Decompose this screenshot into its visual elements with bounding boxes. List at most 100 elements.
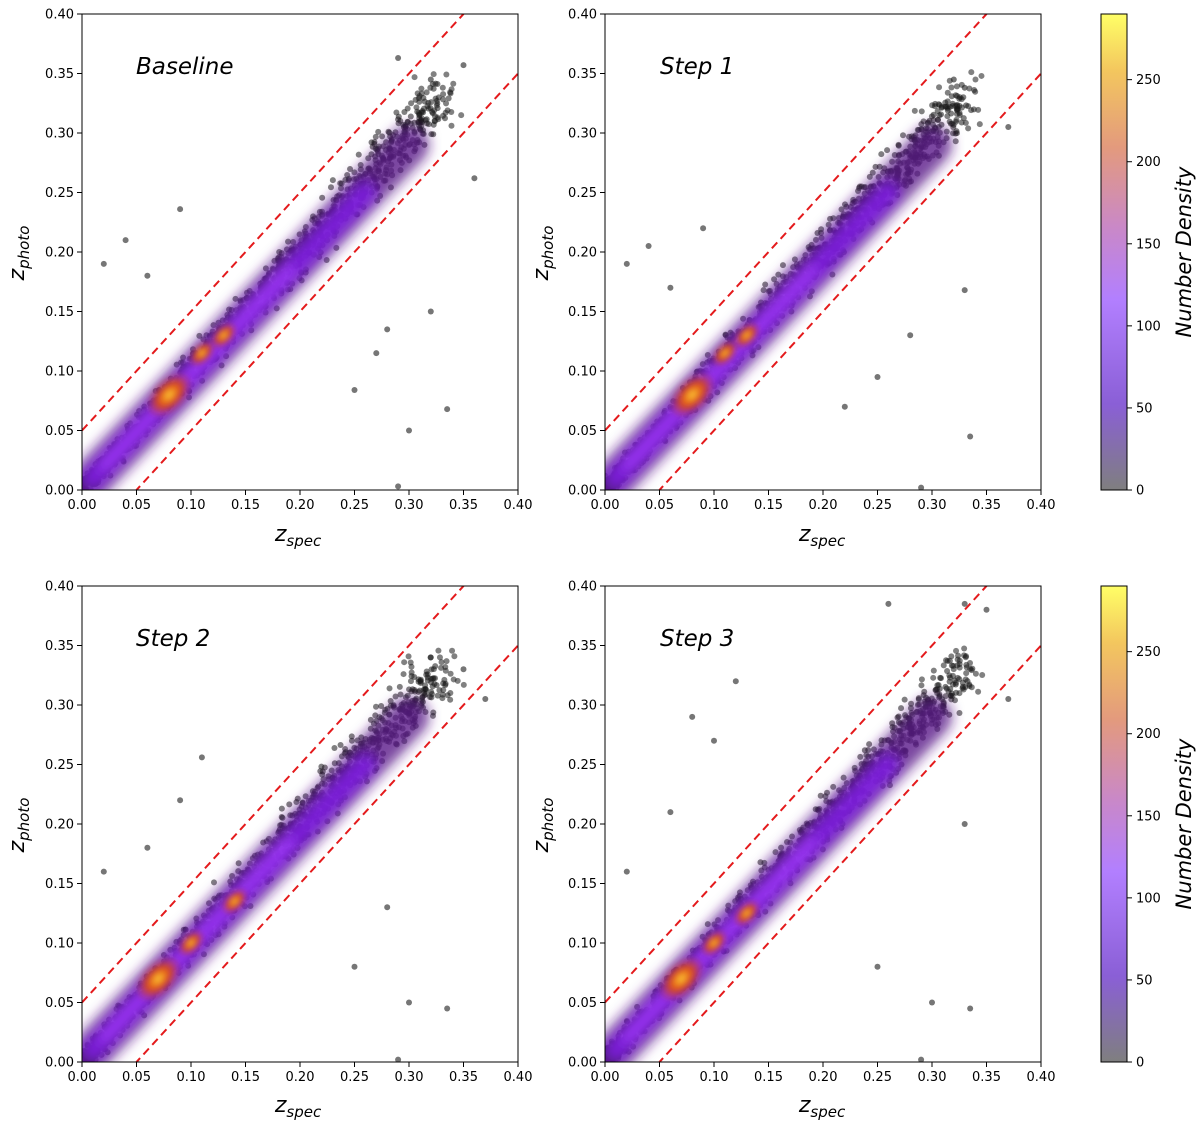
- scatter-point: [76, 1056, 82, 1062]
- scatter-point: [384, 326, 391, 333]
- scatter-point: [972, 670, 979, 677]
- y-axis-label: zphoto: [5, 226, 33, 282]
- scatter-point: [961, 645, 968, 652]
- scatter-point: [440, 687, 447, 694]
- scatter-point: [430, 131, 437, 138]
- y-tick-label: 0.00: [45, 1056, 74, 1071]
- y-tick-label: 0.40: [568, 580, 597, 595]
- scatter-point: [952, 118, 959, 125]
- scatter-point: [889, 720, 896, 727]
- scatter-point: [397, 691, 404, 698]
- outlier-points: [100, 654, 489, 1062]
- scatter-point: [439, 84, 446, 91]
- scatter-point: [918, 676, 925, 683]
- scatter-point: [144, 272, 151, 279]
- density-peaks: [135, 888, 248, 1002]
- x-tick-label: 0.10: [700, 1070, 729, 1085]
- scatter-point: [430, 709, 437, 716]
- scatter-point: [953, 647, 960, 654]
- scatter-point: [395, 120, 402, 127]
- scatter-point: [408, 100, 415, 107]
- scatter-point: [443, 71, 450, 78]
- band-line-upper: [82, 586, 465, 1004]
- scatter-point: [901, 696, 908, 703]
- scatter-point: [968, 667, 975, 674]
- y-tick-label: 0.20: [568, 818, 597, 833]
- y-tick-label: 0.00: [568, 1056, 597, 1071]
- scatter-point: [918, 121, 925, 128]
- scatter-point: [405, 653, 412, 660]
- scatter-point: [144, 844, 151, 851]
- scatter-point: [444, 1005, 451, 1012]
- scatter-point: [407, 113, 414, 120]
- scatter-point: [866, 173, 873, 180]
- scatter-point: [944, 667, 951, 674]
- scatter-point: [386, 685, 393, 692]
- scatter-point: [906, 133, 913, 140]
- scatter-point: [279, 814, 286, 821]
- scatter-point: [406, 999, 412, 1006]
- y-tick-label: 0.15: [45, 305, 74, 320]
- scatter-point: [329, 177, 336, 184]
- plot-area: [605, 14, 1041, 490]
- panel-baseline: Baseline 0.00 0.05 0.10 0.15 0.20 0.25 0.30 0.3…: [5, 8, 532, 551]
- scatter-point: [700, 225, 707, 232]
- density-peaks: [669, 322, 760, 418]
- scatter-point: [432, 95, 439, 102]
- y-tick-label: 0.40: [45, 580, 74, 595]
- x-tick-label: 0.35: [972, 1070, 1001, 1085]
- density-peak: [178, 930, 204, 956]
- outlier-points: [623, 76, 1012, 490]
- band-line-lower: [135, 644, 518, 1062]
- scatter-point: [406, 427, 412, 434]
- scatter-point: [597, 1051, 603, 1057]
- x-tick-label: 0.30: [918, 498, 947, 513]
- x-tick-label: 0.25: [863, 1070, 892, 1085]
- y-tick-label: 0.15: [568, 305, 597, 320]
- x-tick-label: 0.00: [591, 498, 620, 513]
- scatter-point: [451, 653, 458, 660]
- scatter-point: [90, 489, 94, 490]
- scatter-point: [968, 69, 975, 76]
- x-tick-label: 0.25: [340, 498, 369, 513]
- plot-area: [82, 14, 518, 490]
- scatter-point: [444, 692, 451, 699]
- scatter-point: [440, 112, 447, 119]
- scatter-point: [460, 681, 467, 688]
- density-core: [82, 696, 429, 1062]
- x-tick-label: 0.10: [177, 1070, 206, 1085]
- scatter-point: [944, 89, 951, 96]
- scatter-point: [372, 133, 379, 140]
- scatter-point: [428, 688, 435, 695]
- scatter-point: [433, 102, 440, 109]
- scatter-point: [954, 107, 961, 114]
- x-tick-label: 0.00: [68, 498, 97, 513]
- scatter-point: [423, 120, 430, 127]
- y-tick-label: 0.35: [568, 639, 597, 654]
- scatter-point: [840, 774, 847, 781]
- scatter-point: [439, 691, 446, 698]
- scatter-point: [401, 659, 408, 666]
- x-tick-label: 0.35: [449, 498, 478, 513]
- y-tick-label: 0.15: [568, 877, 597, 892]
- scatter-point: [444, 107, 451, 114]
- scatter-point: [416, 98, 423, 105]
- scatter-point: [866, 741, 873, 748]
- y-tick-label: 0.30: [568, 127, 597, 142]
- scatter-point: [918, 108, 925, 115]
- scatter-point: [869, 169, 876, 176]
- density-peak: [189, 340, 215, 366]
- scatter-point: [938, 103, 945, 110]
- scatter-point: [861, 747, 868, 754]
- scatter-point: [418, 117, 425, 124]
- scatter-point: [830, 783, 837, 790]
- scatter-point: [430, 71, 437, 78]
- scatter-point: [950, 76, 957, 83]
- scatter-point: [458, 112, 465, 119]
- scatter-point: [976, 121, 983, 128]
- scatter-point: [952, 138, 959, 145]
- scatter-point: [372, 712, 379, 719]
- scatter-point: [384, 904, 391, 911]
- scatter-point: [293, 799, 300, 806]
